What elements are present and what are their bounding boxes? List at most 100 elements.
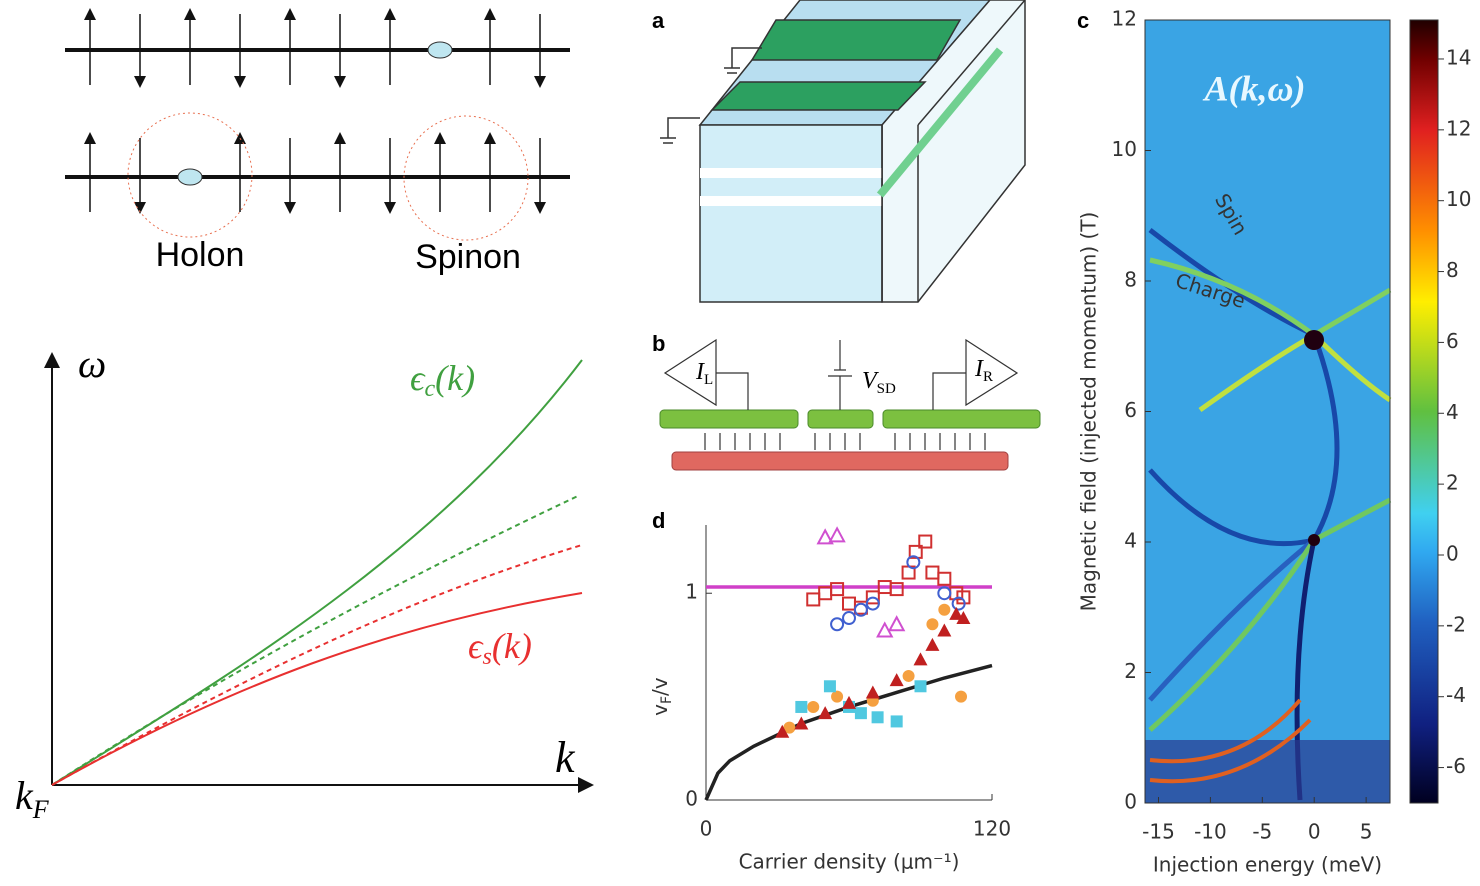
eps-c-text: ϵ [410, 358, 426, 398]
point [865, 685, 880, 699]
colorbar-tick-label: 0 [1446, 541, 1459, 565]
panel-letter: a [652, 8, 665, 33]
y-axis-label: vF/v [648, 677, 676, 716]
il-text: I [695, 359, 705, 385]
point [818, 586, 833, 601]
x-axis-label: Carrier density (μm⁻¹) [739, 850, 960, 874]
eps-s-label: ϵs(k) [468, 626, 532, 669]
y-tick-label: 2 [1124, 659, 1137, 683]
x-tick-label: -15 [1142, 820, 1175, 844]
point [956, 611, 971, 625]
vsd-sub: SD [877, 381, 896, 397]
point [937, 571, 952, 586]
point [908, 544, 923, 559]
kf-label: kF [15, 773, 50, 824]
holon-label: Holon [156, 236, 245, 274]
colorbar-tick-label: 14 [1446, 45, 1471, 69]
y-axis-label-part: F [659, 696, 675, 704]
eps-c-rest: (k) [435, 358, 475, 398]
panel-letter: d [652, 508, 665, 533]
kf-text: k [15, 773, 34, 818]
vsd-label: VSD [862, 368, 896, 398]
scatter-chart: 0 1 0 120 Carrier density (μm⁻¹) vF/v [648, 525, 1011, 874]
ir-text: I [974, 356, 984, 382]
point [865, 596, 880, 611]
point [937, 623, 952, 637]
colorbar-tick-label: 8 [1446, 258, 1459, 282]
point [925, 637, 940, 651]
point [828, 526, 846, 543]
y-tick-label: 8 [1124, 268, 1137, 292]
x-tick-label: 0 [700, 817, 713, 841]
map-title: A(k,ω) [1202, 68, 1305, 108]
x-axis-label: Injection energy (meV) [1153, 853, 1382, 877]
point [955, 690, 968, 703]
y-tick-label: 10 [1112, 137, 1137, 161]
k-label: k [555, 733, 576, 782]
point [806, 592, 821, 607]
point [816, 528, 834, 545]
point [794, 716, 809, 730]
y-tick-label: 6 [1124, 398, 1137, 422]
point [853, 602, 868, 617]
vsd-text: V [862, 368, 879, 394]
point [889, 673, 904, 687]
colorbar-tick-label: 6 [1446, 329, 1459, 353]
spinon-label: Spinon [415, 238, 521, 276]
eps-s-text: ϵ [468, 626, 484, 666]
eps-s-rest: (k) [492, 626, 532, 666]
point [830, 617, 845, 632]
kf-sub: F [32, 795, 50, 824]
point [775, 724, 790, 738]
ir-label: IR [974, 356, 993, 386]
point [871, 711, 884, 724]
series-line [704, 663, 993, 801]
y-tick-label: 0 [1124, 790, 1137, 814]
omega-label: ω [78, 341, 106, 386]
ir-sub: R [983, 369, 993, 385]
colorbar-tick-label: -6 [1446, 754, 1466, 778]
spin-chains: Holon Spinon [65, 8, 570, 276]
point [842, 695, 856, 709]
point [937, 586, 952, 601]
point [918, 534, 933, 549]
colorbar-tick-label: 2 [1446, 471, 1459, 495]
point [951, 596, 966, 611]
point [842, 596, 856, 611]
y-tick-label: 4 [1124, 529, 1137, 553]
point [854, 707, 867, 720]
eps-s-sub: s [483, 644, 492, 670]
x-tick-label: -5 [1252, 820, 1272, 844]
point [831, 690, 844, 703]
point [890, 715, 903, 728]
y-axis-label: Magnetic field (injected momentum) (T) [1077, 212, 1101, 612]
y-axis-label-part: /v [648, 677, 672, 696]
point [795, 700, 808, 713]
point [807, 700, 820, 713]
y-tick-label: 1 [685, 580, 698, 604]
colorbar-tick-label: 12 [1446, 116, 1471, 140]
colorbar-tick-label: 4 [1446, 400, 1459, 424]
point [865, 590, 880, 605]
eps-c-label: ϵc(k) [410, 358, 475, 401]
point [913, 652, 928, 666]
point [830, 582, 845, 597]
x-tick-label: 5 [1360, 820, 1373, 844]
point [914, 680, 927, 693]
x-tick-label: 120 [973, 817, 1011, 841]
colorbar-tick-label: -2 [1446, 612, 1466, 636]
point [938, 603, 951, 616]
heatmap-image [1144, 19, 1439, 804]
point [949, 606, 964, 620]
circuit-sketch: IL VSD IR [659, 338, 1041, 471]
panel-letter: c [1077, 8, 1089, 33]
point [783, 721, 796, 734]
colorbar-tick-label: 10 [1446, 187, 1471, 211]
y-axis-label-part: v [648, 704, 672, 716]
il-sub: L [704, 372, 713, 388]
y-tick-label: 12 [1112, 7, 1137, 31]
device-sketch [660, 0, 1026, 303]
y-tick-label: 0 [685, 787, 698, 811]
panel-letter: b [652, 331, 665, 356]
